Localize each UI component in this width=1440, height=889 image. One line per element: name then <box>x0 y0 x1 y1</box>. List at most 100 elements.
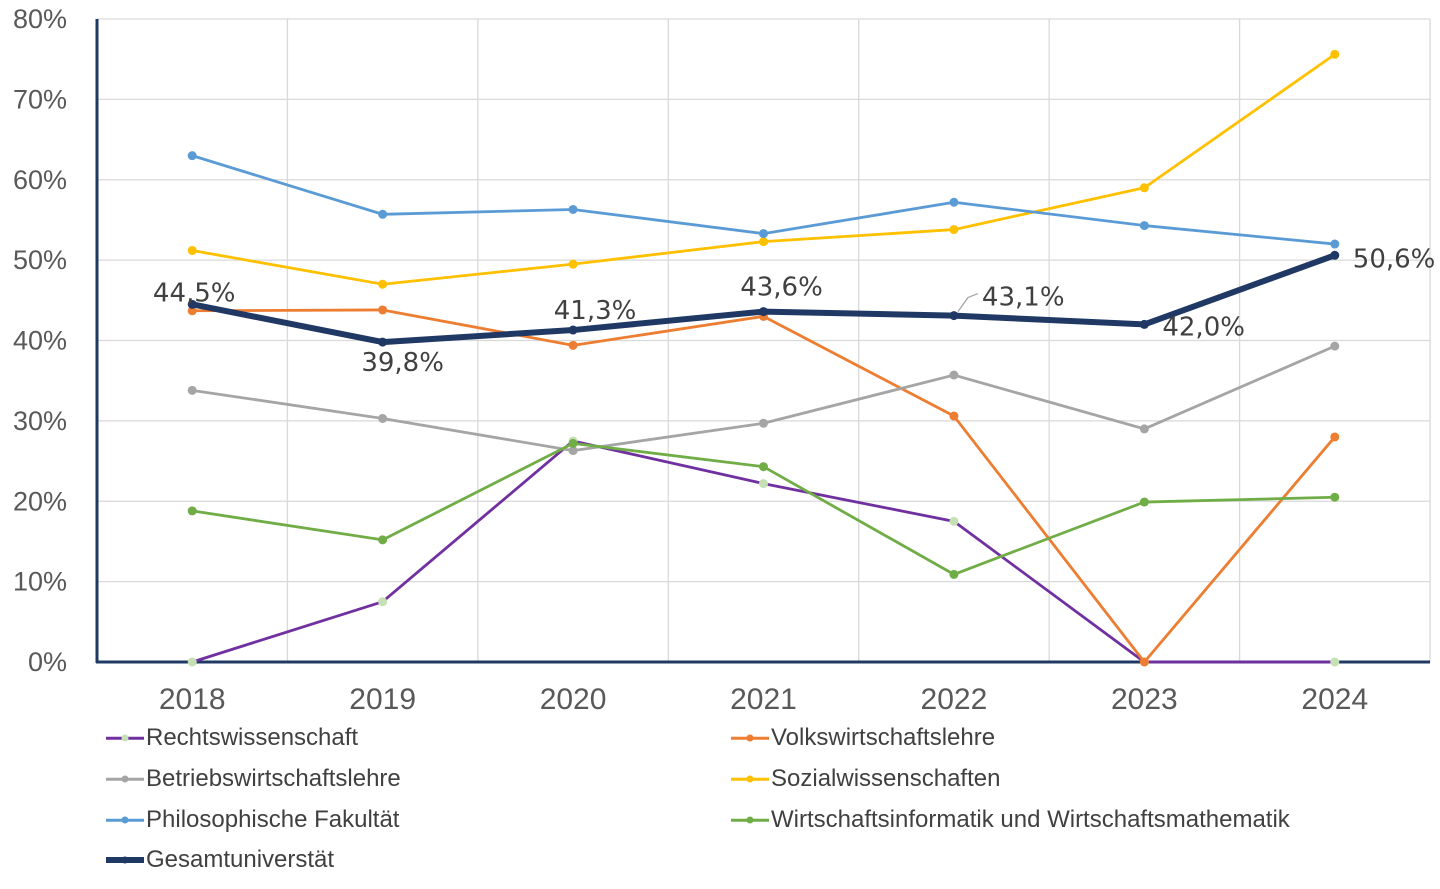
legend-item-gesamtuniversitaet: Gesamtuniverstät <box>106 842 334 878</box>
legend-item-wirtschaftsinformatik: Wirtschaftsinformatik und Wirtschaftsmat… <box>731 802 1290 838</box>
data-point <box>187 151 197 161</box>
legend-item-volkswirtschaftslehre: Volkswirtschaftslehre <box>731 720 995 756</box>
data-point <box>1330 250 1340 260</box>
data-point <box>759 462 768 472</box>
data-point <box>1330 492 1340 502</box>
data-point <box>187 306 197 316</box>
data-point <box>759 229 768 239</box>
data-point <box>378 337 388 347</box>
series-line <box>190 52 1337 286</box>
data-point <box>378 279 388 289</box>
data-point <box>949 225 959 235</box>
data-point <box>568 325 578 335</box>
leader-line <box>957 292 979 312</box>
data-point <box>759 237 768 247</box>
legend-swatch-philosophische-fakultaet <box>106 816 144 824</box>
data-point <box>568 340 578 350</box>
data-point <box>1139 424 1149 434</box>
data-label: 39,8% <box>361 348 444 378</box>
series-5 <box>187 438 1340 579</box>
data-point <box>187 385 197 395</box>
data-point <box>949 569 959 579</box>
data-point <box>187 299 197 309</box>
data-point <box>949 516 959 526</box>
data-label: 44,5% <box>153 278 236 308</box>
series-3 <box>187 49 1340 289</box>
series-6 <box>187 250 1340 347</box>
data-point <box>187 506 197 516</box>
data-label: 43,1% <box>982 283 1065 313</box>
y-tick-label: 20% <box>13 486 67 516</box>
legend-label: Betriebswirtschaftslehre <box>146 765 401 792</box>
x-tick-label: 2021 <box>730 683 797 716</box>
y-tick-label: 40% <box>13 326 67 356</box>
series-4 <box>187 151 1340 249</box>
data-label: 41,3% <box>554 296 637 326</box>
data-point <box>378 535 388 545</box>
data-point <box>187 245 197 255</box>
data-point <box>568 259 578 269</box>
legend-label: Wirtschaftsinformatik und Wirtschaftsmat… <box>771 806 1290 833</box>
legend-item-betriebswirtschaftslehre: Betriebswirtschaftslehre <box>106 761 401 797</box>
data-point <box>568 446 578 456</box>
series-line <box>190 439 1337 664</box>
legend-item-rechtswissenschaft: Rechtswissenschaft <box>106 720 358 756</box>
x-tick-label: 2019 <box>349 683 416 716</box>
y-tick-label: 70% <box>13 84 67 114</box>
line-chart: 0% 10% 20% 30% 40% 50% 60% 70% 80% 2018 2019 2020 20… <box>13 4 1436 716</box>
x-tick-label: 2024 <box>1301 683 1368 716</box>
legend-label: Volkswirtschaftslehre <box>771 724 996 751</box>
data-point <box>378 209 388 219</box>
series-2 <box>187 341 1340 456</box>
data-point <box>378 305 388 315</box>
data-point <box>949 411 959 421</box>
data-point <box>949 311 959 321</box>
y-tick-label: 50% <box>13 245 67 275</box>
legend-swatch-wirtschaftsinformatik <box>731 816 769 824</box>
y-tick-label: 80% <box>13 4 67 34</box>
data-point <box>378 413 388 423</box>
legend-item-philosophische-fakultaet: Philosophische Fakultät <box>106 802 399 838</box>
data-point <box>949 370 959 380</box>
data-point <box>1330 341 1340 351</box>
legend-label: Gesamtuniverstät <box>146 846 335 873</box>
data-point <box>759 307 768 317</box>
legend-swatch-sozialwissenschaften <box>731 775 769 783</box>
data-point <box>1330 49 1340 59</box>
chart-legend: Rechtswissenschaft Volkswirtschaftslehre… <box>0 718 1440 889</box>
x-tick-label: 2020 <box>540 683 607 716</box>
data-point <box>1330 432 1340 442</box>
data-point <box>759 418 768 428</box>
x-tick-label: 2018 <box>159 683 226 716</box>
data-point <box>568 438 578 448</box>
legend-swatch-betriebswirtschaftslehre <box>106 775 144 783</box>
legend-label: Rechtswissenschaft <box>146 724 359 751</box>
data-point <box>759 479 768 489</box>
data-point <box>1139 221 1149 231</box>
x-tick-label: 2022 <box>921 683 988 716</box>
data-point <box>568 204 578 214</box>
data-point <box>187 657 197 667</box>
legend-swatch-gesamtuniversitaet <box>106 856 144 864</box>
legend-label: Sozialwissenschaften <box>771 765 1001 792</box>
data-label: 50,6% <box>1353 244 1436 274</box>
y-tick-label: 0% <box>28 647 67 677</box>
legend-item-sozialwissenschaften: Sozialwissenschaften <box>731 761 1000 797</box>
data-point <box>1139 657 1149 667</box>
data-point <box>1330 239 1340 249</box>
x-tick-label: 2023 <box>1111 683 1178 716</box>
legend-label: Philosophische Fakultät <box>146 806 400 833</box>
data-point <box>949 197 959 207</box>
data-point <box>378 597 388 607</box>
legend-swatch-rechtswissenschaft <box>106 734 144 742</box>
legend-swatch-volkswirtschaftslehre <box>731 734 769 742</box>
data-label: 42,0% <box>1162 312 1245 342</box>
y-tick-label: 60% <box>13 165 67 195</box>
data-point <box>1139 183 1149 193</box>
data-point <box>1139 319 1149 329</box>
y-tick-label: 30% <box>13 406 67 436</box>
y-tick-label: 10% <box>13 567 67 597</box>
data-label: 43,6% <box>740 273 823 303</box>
data-point <box>1139 497 1149 507</box>
